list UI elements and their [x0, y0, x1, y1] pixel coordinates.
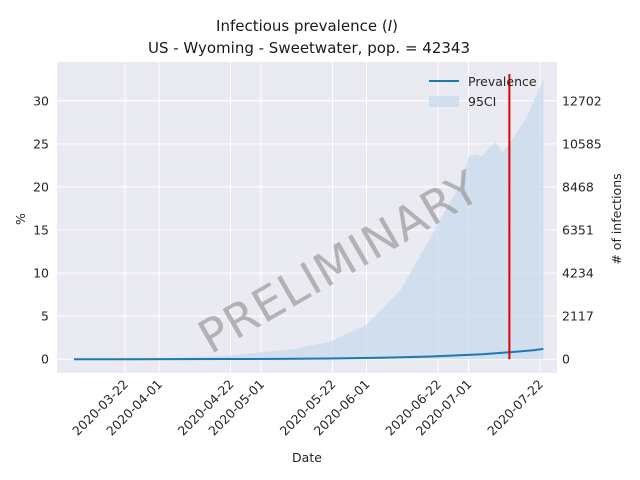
- y-left-tick-label: 25: [33, 136, 49, 151]
- ci-band: [74, 79, 544, 360]
- chart-title-line1: Infectious prevalence (I): [216, 17, 398, 35]
- prevalence-line-layer: [74, 347, 544, 361]
- y-axis-right-ticks: 0 2117 4234 6351 8468 10585 12702: [562, 93, 602, 366]
- prevalence-line: [74, 347, 544, 361]
- y-left-tick-label: 0: [41, 352, 49, 367]
- y-left-tick-label: 10: [33, 266, 49, 281]
- y-right-tick-label: 8468: [562, 179, 594, 194]
- y-right-tick-label: 10585: [562, 136, 602, 151]
- y-right-tick-label: 12702: [562, 93, 602, 108]
- legend-ci-swatch: [429, 96, 459, 107]
- y-axis-left-ticks: 0 5 10 15 20 25 30: [33, 93, 49, 366]
- y-axis-left-label: %: [13, 213, 28, 225]
- y-left-tick-label: 30: [33, 93, 49, 108]
- y-right-tick-label: 2117: [562, 309, 594, 324]
- y-right-tick-label: 0: [562, 352, 570, 367]
- y-left-tick-label: 5: [41, 309, 49, 324]
- y-right-tick-label: 4234: [562, 266, 594, 281]
- y-left-tick-label: 20: [33, 179, 49, 194]
- chart-title-line2: US - Wyoming - Sweetwater, pop. = 42343: [148, 39, 470, 57]
- x-axis-label: Date: [292, 450, 322, 465]
- legend-ci-label: 95CI: [468, 94, 496, 109]
- legend-prevalence-label: Prevalence: [468, 74, 537, 89]
- legend: Prevalence 95CI: [429, 74, 537, 109]
- ci-band-layer: [74, 79, 544, 360]
- y-axis-right-label: # of infections: [609, 173, 624, 264]
- x-tick-label: 2020-07-22: [484, 377, 546, 439]
- y-right-tick-label: 6351: [562, 222, 594, 237]
- y-left-tick-label: 15: [33, 222, 49, 237]
